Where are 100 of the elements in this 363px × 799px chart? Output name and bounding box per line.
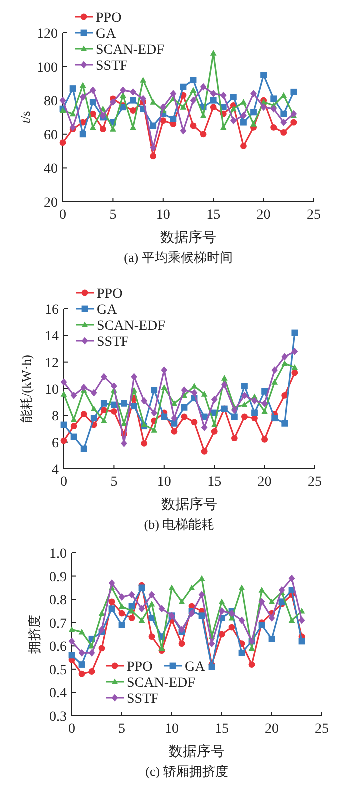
- point: [90, 415, 98, 422]
- point: [68, 638, 76, 646]
- point: [181, 386, 188, 394]
- x-tick-label: 5: [118, 722, 126, 737]
- y-tick-label: 0.3: [50, 710, 67, 725]
- point: [262, 436, 268, 443]
- point: [110, 126, 116, 132]
- point: [60, 140, 66, 146]
- legend-label: GA: [185, 660, 206, 675]
- x-tick-label: 0: [60, 475, 68, 490]
- point: [218, 598, 226, 604]
- point: [242, 414, 248, 420]
- point: [258, 587, 266, 593]
- point: [128, 615, 136, 622]
- point: [130, 108, 136, 114]
- x-tick-label: 20: [265, 722, 279, 737]
- point: [242, 383, 248, 390]
- point: [130, 97, 136, 104]
- point: [118, 622, 126, 628]
- legend-label: SSTF: [127, 692, 160, 707]
- point: [118, 603, 126, 610]
- point: [208, 664, 216, 670]
- point: [170, 116, 177, 122]
- x-axis-title: 数据序号: [162, 497, 218, 513]
- text: (c) 轿厢拥挤度: [146, 764, 228, 779]
- point: [278, 586, 286, 594]
- point: [262, 388, 268, 395]
- point: [80, 94, 86, 101]
- point: [290, 119, 298, 126]
- point: [131, 373, 138, 381]
- y-tick-label: 1.0: [50, 547, 67, 562]
- point: [118, 610, 126, 617]
- y-tick-label: 120: [37, 27, 58, 42]
- point: [60, 96, 66, 104]
- legend-label: PPO: [96, 11, 122, 26]
- point: [70, 392, 78, 400]
- point: [272, 366, 278, 374]
- point: [252, 410, 258, 416]
- point: [178, 626, 186, 634]
- point: [131, 403, 138, 410]
- point: [88, 649, 96, 657]
- y-tick-label: 60: [44, 128, 58, 144]
- x-axis-title: 数据序号: [160, 230, 216, 246]
- point: [108, 606, 116, 612]
- point: [150, 122, 157, 130]
- point: [282, 353, 288, 361]
- point: [280, 92, 288, 98]
- point: [270, 96, 278, 102]
- point: [238, 616, 246, 624]
- point: [240, 119, 247, 126]
- point: [238, 584, 246, 590]
- point: [190, 87, 197, 94]
- text: (b) 电梯能耗: [144, 517, 215, 532]
- x-tick-label: 15: [215, 722, 229, 737]
- point: [181, 404, 188, 411]
- point: [270, 105, 278, 113]
- point: [230, 117, 237, 125]
- point: [90, 99, 96, 106]
- point: [100, 418, 108, 424]
- point: [272, 379, 278, 385]
- point: [110, 98, 116, 106]
- x-axis-title: 数据序号: [169, 744, 225, 760]
- point: [292, 364, 298, 370]
- y-tick-label: 4: [52, 463, 59, 478]
- point: [78, 670, 86, 678]
- point: [98, 626, 106, 634]
- x-tick-label: 25: [307, 208, 321, 223]
- point: [288, 574, 296, 582]
- point: [282, 420, 288, 427]
- x-tick-label: 5: [110, 208, 117, 223]
- x-tick-label: 15: [208, 475, 222, 490]
- point: [190, 122, 197, 130]
- point: [188, 610, 196, 618]
- point: [98, 645, 106, 652]
- point: [210, 104, 217, 111]
- point: [70, 86, 76, 92]
- point: [168, 584, 176, 590]
- y-tick-label: 0.7: [50, 616, 67, 632]
- y-tick-label: 8: [52, 410, 59, 425]
- point: [151, 387, 158, 394]
- point: [280, 118, 288, 126]
- legend-label: SCAN-EDF: [96, 43, 165, 58]
- point: [201, 424, 208, 432]
- point: [208, 640, 216, 648]
- point: [141, 440, 148, 447]
- point: [100, 126, 106, 133]
- point: [100, 400, 108, 407]
- point: [80, 446, 88, 452]
- point: [191, 419, 198, 426]
- point: [98, 610, 106, 616]
- x-tick-label: 25: [315, 722, 329, 737]
- legend-label: PPO: [97, 287, 123, 302]
- point: [228, 610, 236, 618]
- point: [230, 94, 237, 100]
- point: [191, 389, 198, 397]
- point: [180, 104, 187, 110]
- y-tick-label: 10: [45, 383, 59, 398]
- x-tick-label: 0: [60, 208, 66, 223]
- point: [70, 124, 76, 132]
- point: [250, 121, 257, 127]
